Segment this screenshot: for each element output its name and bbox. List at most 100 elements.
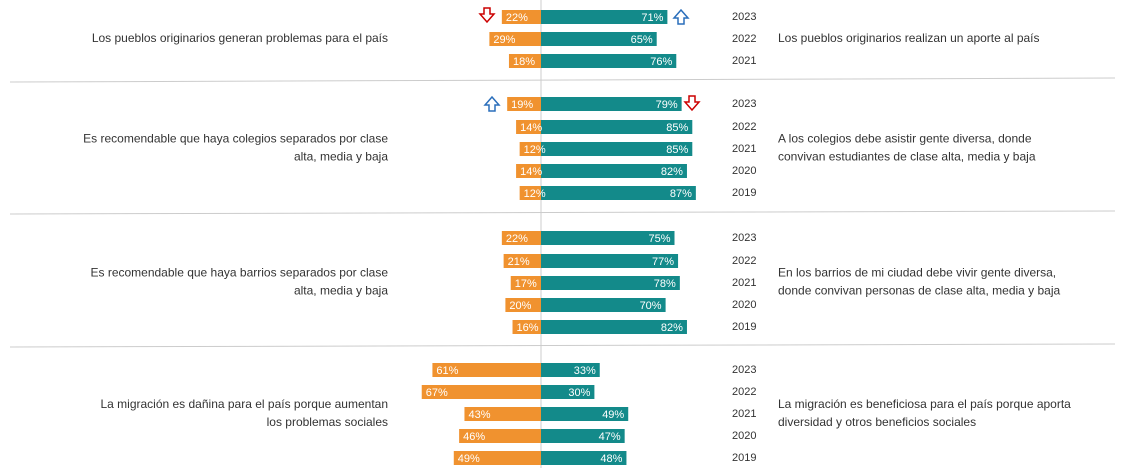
bar-right [541,54,677,68]
year-label: 2020 [732,299,756,311]
year-label: 2021 [732,143,756,155]
value-label: 20% [509,300,531,312]
year-label: 2023 [732,98,756,110]
bar-left [501,10,541,24]
arrow-down [478,7,496,24]
bar-left [501,231,541,245]
bar-right [541,164,687,178]
left-label: La migración es dañina para el país porq… [100,397,388,411]
bar-left [489,32,541,46]
bar-right [541,298,666,312]
value-label: 85% [666,122,688,134]
bar-right [541,186,696,200]
separator [9,77,1116,83]
value-label: 67% [426,387,448,399]
bar-right [541,363,600,377]
bar-left [459,429,541,443]
value-label: 85% [666,144,688,156]
year-label: 2019 [732,452,756,464]
bar-right [541,407,629,421]
value-label: 82% [661,166,683,178]
bar-right [541,10,668,24]
left-label: alta, media y baja [294,150,388,164]
bar-right [541,142,693,156]
year-label: 2022 [732,255,756,267]
year-label: 2023 [732,11,756,23]
value-label: 71% [641,12,663,24]
bar-right [541,429,625,443]
value-label: 30% [568,387,590,399]
bar-left [507,97,541,111]
bar-left [512,320,541,334]
year-label: 2023 [732,364,756,376]
value-label: 49% [458,453,480,465]
bar-left [503,254,541,268]
value-label: 70% [640,300,662,312]
arrow-down [683,95,701,112]
bar-left [510,276,541,290]
bar-left [516,164,541,178]
value-label: 47% [599,431,621,443]
left-label: Es recomendable que haya colegios separa… [83,132,388,146]
year-label: 2022 [732,33,756,45]
bar-right [541,32,657,46]
year-label: 2019 [732,321,756,333]
value-label: 43% [468,409,490,421]
bar-right [541,120,693,134]
value-label: 76% [650,56,672,68]
year-label: 2021 [732,55,756,67]
bar-left [519,186,541,200]
year-label: 2021 [732,408,756,420]
bar-left [508,54,541,68]
year-label: 2023 [732,232,756,244]
right-label: donde convivan personas de clase alta, m… [778,284,1061,298]
bar-left [505,298,541,312]
bar-left [421,385,541,399]
value-label: 22% [506,233,528,245]
left-label: Es recomendable que haya barrios separad… [90,266,388,280]
year-label: 2020 [732,165,756,177]
value-label: 12% [524,144,546,156]
bar-left [464,407,541,421]
right-label: diversidad y otros beneficios sociales [778,415,976,429]
bar-right [541,254,679,268]
right-label: En los barrios de mi ciudad debe vivir g… [778,266,1056,280]
arrow-up [483,95,501,112]
bar-right [541,231,675,245]
value-label: 48% [600,453,622,465]
bar-left [516,120,541,134]
value-label: 49% [602,409,624,421]
value-label: 22% [506,12,528,24]
left-label: Los pueblos originarios generan problema… [92,31,388,45]
value-label: 61% [436,365,458,377]
value-label: 21% [508,256,530,268]
year-label: 2021 [732,277,756,289]
bar-right [541,451,627,465]
value-label: 12% [524,188,546,200]
value-label: 16% [517,322,539,334]
value-label: 75% [648,233,670,245]
bar-right [541,320,687,334]
value-label: 18% [513,56,535,68]
year-label: 2019 [732,187,756,199]
bar-left [453,451,541,465]
value-label: 77% [652,256,674,268]
value-label: 19% [511,99,533,111]
arrow-up [672,8,690,25]
year-label: 2020 [732,430,756,442]
value-label: 17% [515,278,537,290]
bar-right [541,276,680,290]
separator [9,343,1116,348]
bar-left [432,363,541,377]
year-label: 2022 [732,121,756,133]
value-label: 14% [520,122,542,134]
value-label: 14% [520,166,542,178]
value-label: 29% [493,34,515,46]
left-label: los problemas sociales [267,415,388,429]
separator [9,210,1116,215]
right-label: convivan estudiantes de clase alta, medi… [778,150,1036,164]
right-label: A los colegios debe asistir gente divers… [778,132,1032,146]
year-label: 2022 [732,386,756,398]
bar-right [541,385,595,399]
